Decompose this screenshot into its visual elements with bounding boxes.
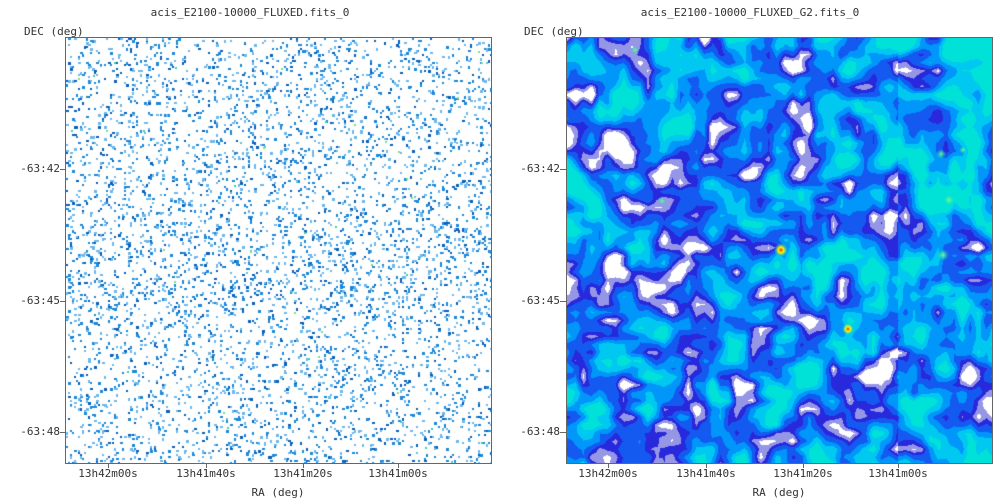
x-tick-mark [108,463,109,468]
x-tick-mark [398,463,399,468]
y-tick-mark [560,301,566,302]
x-tick-label: 13h41m40s [676,467,736,480]
y-tick-label: -63:45 [20,294,60,307]
x-tick-mark [898,463,899,468]
x-axis-label: RA (deg) [251,486,305,499]
panel-title: acis_E2100-10000_FLUXED_G2.fits_0 [640,6,860,19]
y-tick-mark [60,432,66,433]
y-tick-label: -63:48 [20,425,60,438]
x-tick-label: 13h41m00s [868,467,928,480]
y-tick-label: -63:45 [520,294,560,307]
y-axis-label: DEC (deg) [524,25,584,38]
left-panel: acis_E2100-10000_FLUXED.fits_0 DEC (deg)… [20,6,492,499]
y-axis-label: DEC (deg) [24,25,84,38]
image-frame-fluxed[interactable] [65,37,492,464]
y-tick-mark [60,169,66,170]
fluxed-image-canvas[interactable] [66,38,491,463]
x-tick-label: 13h41m20s [273,467,333,480]
x-tick-label: 13h41m20s [773,467,833,480]
y-tick-label: -63:48 [520,425,560,438]
smoothed-image-canvas[interactable] [567,38,992,463]
image-frame-smoothed[interactable] [566,37,993,464]
x-tick-label: 13h41m40s [176,467,236,480]
x-tick-label: 13h41m00s [368,467,428,480]
y-tick-mark [560,432,566,433]
panel-title: acis_E2100-10000_FLUXED.fits_0 [150,6,350,19]
x-tick-mark [303,463,304,468]
x-tick-label: 13h42m00s [578,467,638,480]
y-tick-label: -63:42 [520,162,560,175]
x-tick-mark [206,463,207,468]
x-tick-label: 13h42m00s [78,467,138,480]
x-axis-label: RA (deg) [752,486,806,499]
y-tick-mark [60,301,66,302]
x-tick-mark [803,463,804,468]
x-tick-mark [706,463,707,468]
y-tick-label: -63:42 [20,162,60,175]
y-tick-mark [560,169,566,170]
right-panel: acis_E2100-10000_FLUXED_G2.fits_0 DEC (d… [500,0,1000,504]
x-tick-mark [608,463,609,468]
